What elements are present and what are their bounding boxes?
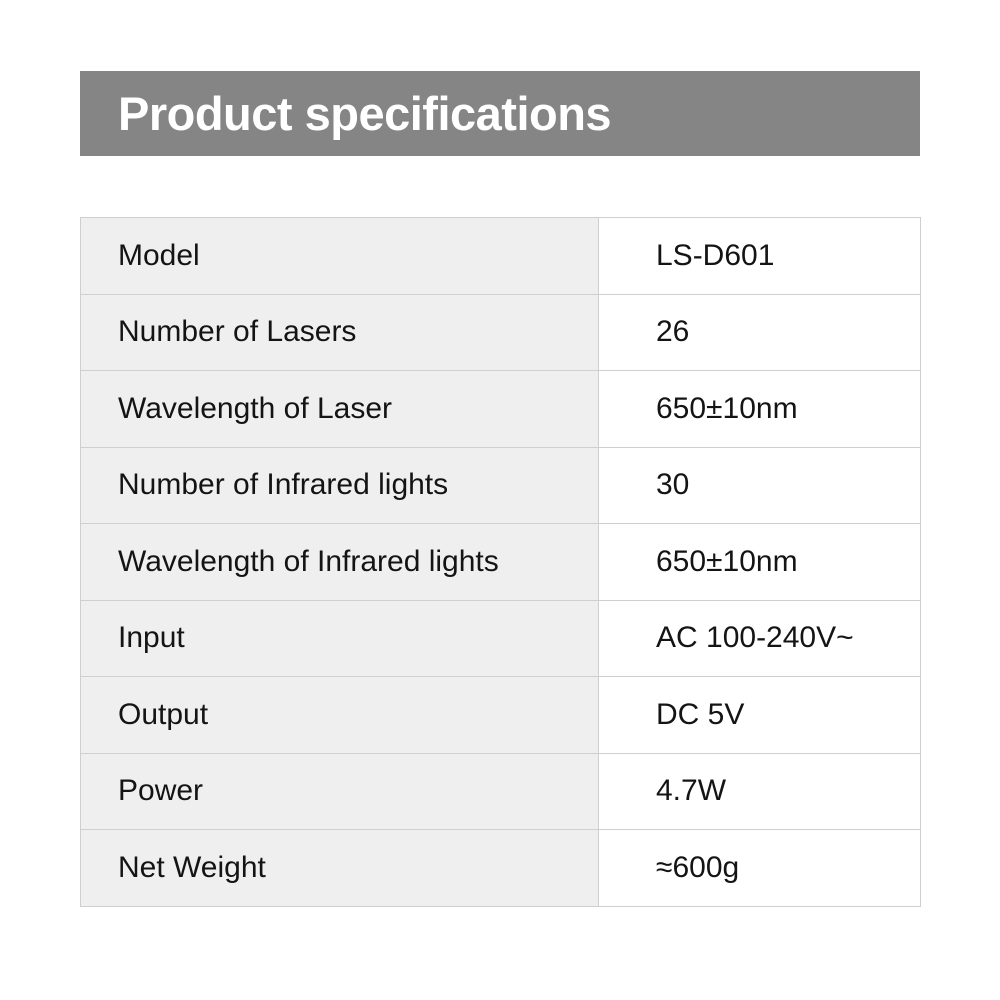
table-row: Number of Lasers 26 — [80, 293, 921, 371]
spec-label: Wavelength of Infrared lights — [80, 523, 599, 601]
spec-label: Wavelength of Laser — [80, 370, 599, 448]
spec-value: 4.7W — [598, 752, 921, 830]
spec-value: 30 — [598, 446, 921, 524]
spec-label: Input — [80, 599, 599, 677]
spec-value: AC 100-240V~ — [598, 599, 921, 677]
title-banner: Product specifications — [80, 71, 920, 156]
spec-label: Output — [80, 676, 599, 754]
table-row: Net Weight ≈600g — [80, 829, 921, 907]
table-row: Input AC 100-240V~ — [80, 599, 921, 677]
spec-value: 650±10nm — [598, 523, 921, 601]
table-row: Output DC 5V — [80, 676, 921, 754]
table-row: Power 4.7W — [80, 752, 921, 830]
spec-label: Number of Infrared lights — [80, 446, 599, 524]
spec-label: Power — [80, 752, 599, 830]
spec-label: Number of Lasers — [80, 293, 599, 371]
table-row: Model LS-D601 — [80, 217, 921, 295]
spec-value: ≈600g — [598, 829, 921, 907]
spec-value: 650±10nm — [598, 370, 921, 448]
table-row: Number of Infrared lights 30 — [80, 446, 921, 524]
spec-value: DC 5V — [598, 676, 921, 754]
spec-table: Model LS-D601 Number of Lasers 26 Wavelength… — [80, 217, 921, 907]
spec-label: Net Weight — [80, 829, 599, 907]
spec-label: Model — [80, 217, 599, 295]
table-row: Wavelength of Laser 650±10nm — [80, 370, 921, 448]
spec-value: 26 — [598, 293, 921, 371]
page-title: Product specifications — [118, 87, 612, 140]
spec-value: LS-D601 — [598, 217, 921, 295]
table-row: Wavelength of Infrared lights 650±10nm — [80, 523, 921, 601]
